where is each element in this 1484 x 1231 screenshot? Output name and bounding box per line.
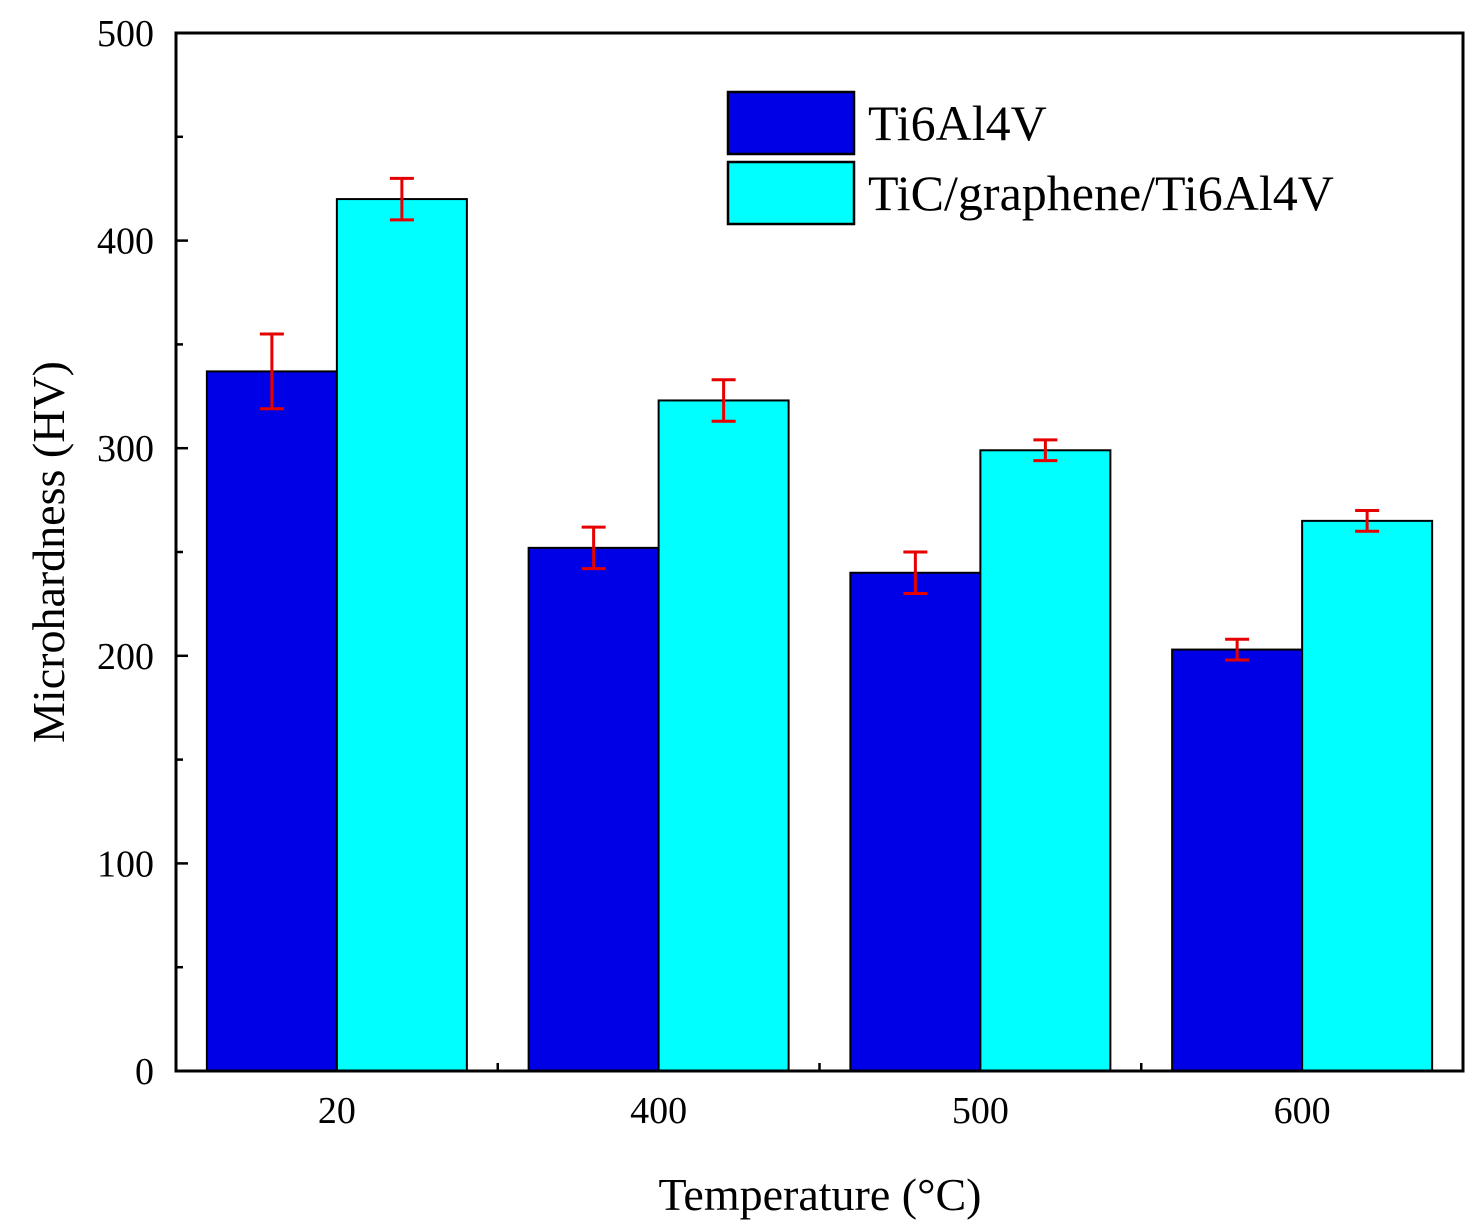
bar-tic-graphene-ti6al4v-500 xyxy=(979,449,1112,1072)
bar-ti6al4v-400 xyxy=(527,546,660,1072)
error-bar-ti6al4v-400 xyxy=(581,525,606,571)
y-axis-title: Microhardness (HV) xyxy=(23,361,74,743)
error-bar-tic-graphene-ti6al4v-500 xyxy=(1033,438,1058,463)
error-bar-tic-graphene-ti6al4v-600 xyxy=(1355,508,1380,533)
y-tick-label-400: 400 xyxy=(97,221,154,263)
error-bar-tic-graphene-ti6al4v-400 xyxy=(711,378,736,423)
y-tick-label-500: 500 xyxy=(97,13,154,55)
bar-ti6al4v-600 xyxy=(1171,648,1304,1073)
legend-swatch-ti6al4v xyxy=(726,90,856,156)
bar-tic-graphene-ti6al4v-20 xyxy=(335,198,468,1072)
error-bar-tic-graphene-ti6al4v-20 xyxy=(389,176,414,222)
x-tick-label-20: 20 xyxy=(318,1090,356,1132)
tick-labels-layer: 0 100 200 300 400 500 20 400 500 600 xyxy=(97,13,1331,1132)
error-bar-ti6al4v-500 xyxy=(903,550,928,596)
y-tick-label-300: 300 xyxy=(97,428,154,470)
y-tick-label-200: 200 xyxy=(97,636,154,678)
legend-swatch-tic-graphene-ti6al4v xyxy=(726,160,856,226)
x-tick-label-500: 500 xyxy=(952,1090,1009,1132)
x-tick-label-600: 600 xyxy=(1274,1090,1331,1132)
error-bar-ti6al4v-600 xyxy=(1225,637,1250,662)
bar-tic-graphene-ti6al4v-400 xyxy=(657,399,790,1072)
error-bars-layer xyxy=(259,176,1380,662)
x-axis-title: Temperature (°C) xyxy=(659,1169,982,1220)
y-tick-label-100: 100 xyxy=(97,843,154,885)
x-tick-label-400: 400 xyxy=(630,1090,687,1132)
ticks-layer xyxy=(176,31,1143,1073)
bars-layer xyxy=(205,198,1434,1073)
legend-label-ti6al4v: Ti6Al4V xyxy=(868,95,1047,151)
legend: Ti6Al4V TiC/graphene/Ti6Al4V xyxy=(726,90,1334,226)
bar-ti6al4v-500 xyxy=(849,571,982,1072)
bar-tic-graphene-ti6al4v-600 xyxy=(1301,519,1434,1072)
legend-label-tic-graphene-ti6al4v: TiC/graphene/Ti6Al4V xyxy=(868,165,1334,221)
error-bar-ti6al4v-20 xyxy=(259,332,284,411)
bar-ti6al4v-20 xyxy=(205,370,338,1072)
y-tick-label-0: 0 xyxy=(135,1051,154,1093)
